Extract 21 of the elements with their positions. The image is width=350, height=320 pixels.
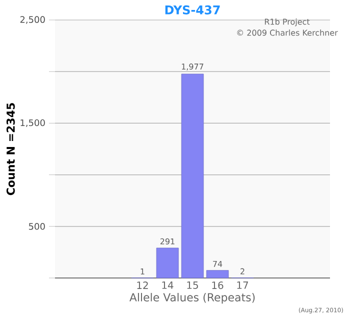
chart-title: DYS-437 — [165, 5, 220, 14]
x-tick-label: 17 — [237, 282, 248, 289]
y-axis-title: Count N =2345 — [6, 103, 15, 196]
annotation: R1b Project — [264, 18, 310, 26]
data-label: 1,977 — [182, 64, 204, 70]
x-axis-title: Allele Values (Repeats) — [129, 292, 255, 304]
x-tick-label: 14 — [162, 282, 174, 289]
bar — [206, 270, 229, 278]
x-tick-label: 15 — [187, 282, 198, 289]
x-tick-label: 12 — [137, 282, 148, 289]
bar — [181, 74, 204, 278]
data-label: 1 — [140, 268, 144, 274]
x-tick-label: 16 — [212, 282, 224, 290]
y-tick-label: 500 — [28, 222, 45, 230]
data-label: 2 — [240, 268, 244, 274]
y-tick-label: 2,500 — [20, 16, 45, 24]
data-label: 291 — [160, 238, 174, 244]
bar — [156, 248, 179, 278]
data-label: 74 — [213, 260, 222, 267]
y-tick-label: 1,500 — [20, 119, 45, 128]
annotation: © 2009 Charles Kerchner — [237, 30, 338, 36]
